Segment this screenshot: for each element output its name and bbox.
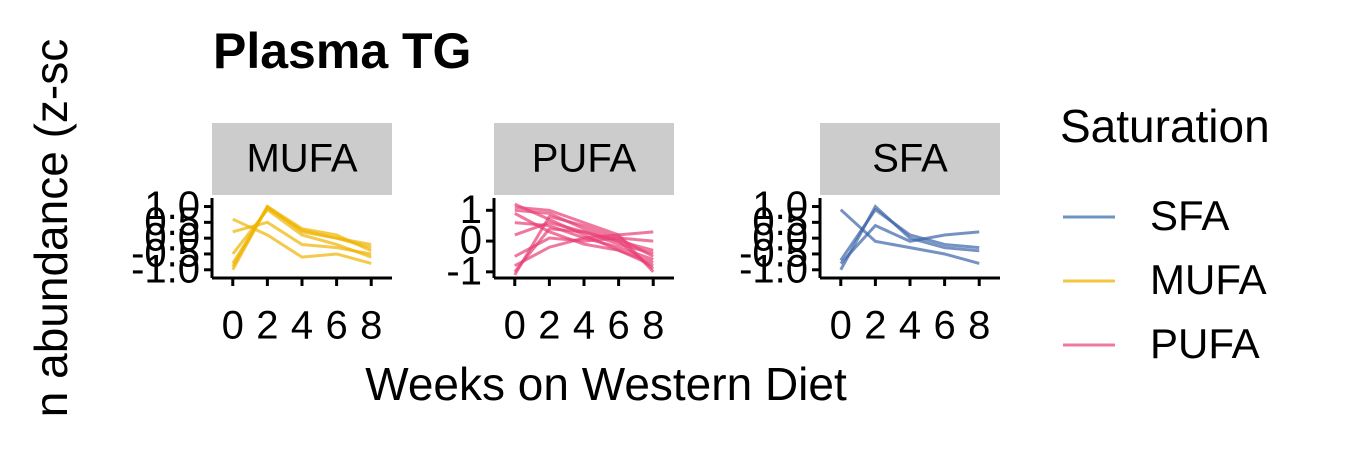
y-tick-label: -1 (446, 249, 482, 293)
data-line (839, 207, 980, 262)
data-line (513, 214, 654, 276)
x-tick-label: 4 (899, 304, 921, 348)
y-tick-label: -1.0 (131, 247, 200, 291)
legend-label: MUFA (1150, 256, 1267, 303)
strip-label: MUFA (246, 137, 357, 181)
y-tick-label: -0.5 (131, 232, 200, 276)
data-line (839, 208, 980, 265)
legend-title: Saturation (1060, 100, 1270, 152)
data-line (232, 217, 372, 265)
data-line (839, 223, 980, 265)
chart-title: Plasma TG (213, 23, 471, 79)
strip-label: PUFA (532, 137, 637, 181)
data-line (231, 204, 372, 271)
y-tick-label: 0 (460, 219, 482, 263)
strip-label: SFA (872, 137, 948, 181)
strip (212, 123, 392, 195)
y-tick-label: 0.5 (144, 200, 200, 244)
legend-label: SFA (1150, 192, 1229, 239)
y-tick-label: 0.0 (752, 216, 808, 260)
x-tick-label: 4 (291, 304, 313, 348)
y-tick-label: 0.0 (144, 216, 200, 260)
x-tick-label: 0 (504, 304, 526, 348)
x-tick-label: 4 (573, 304, 595, 348)
x-tick-label: 2 (256, 304, 278, 348)
data-line (839, 204, 980, 271)
y-tick-label: 1 (460, 188, 482, 232)
x-tick-label: 6 (933, 304, 955, 348)
x-tick-label: 6 (607, 304, 629, 348)
x-axis-label: Weeks on Western Diet (365, 358, 847, 410)
data-line (514, 236, 654, 258)
y-tick-label: 1.0 (752, 184, 808, 228)
x-tick-label: 2 (864, 304, 886, 348)
strip (494, 123, 674, 195)
y-tick-label: -0.5 (739, 232, 808, 276)
y-axis-label: n abundance (z-sc (25, 39, 77, 417)
x-tick-label: 2 (538, 304, 560, 348)
x-tick-label: 6 (325, 304, 347, 348)
y-tick-label: 0.5 (752, 200, 808, 244)
x-tick-label: 8 (642, 304, 664, 348)
x-tick-label: 8 (360, 304, 382, 348)
x-tick-label: 0 (222, 304, 244, 348)
legend-label: PUFA (1150, 320, 1260, 367)
data-line (231, 206, 372, 265)
y-tick-label: 1.0 (144, 184, 200, 228)
data-line (514, 205, 655, 273)
x-tick-label: 0 (830, 304, 852, 348)
strip (820, 123, 1000, 195)
y-tick-label: -1.0 (739, 247, 808, 291)
x-tick-label: 8 (968, 304, 990, 348)
